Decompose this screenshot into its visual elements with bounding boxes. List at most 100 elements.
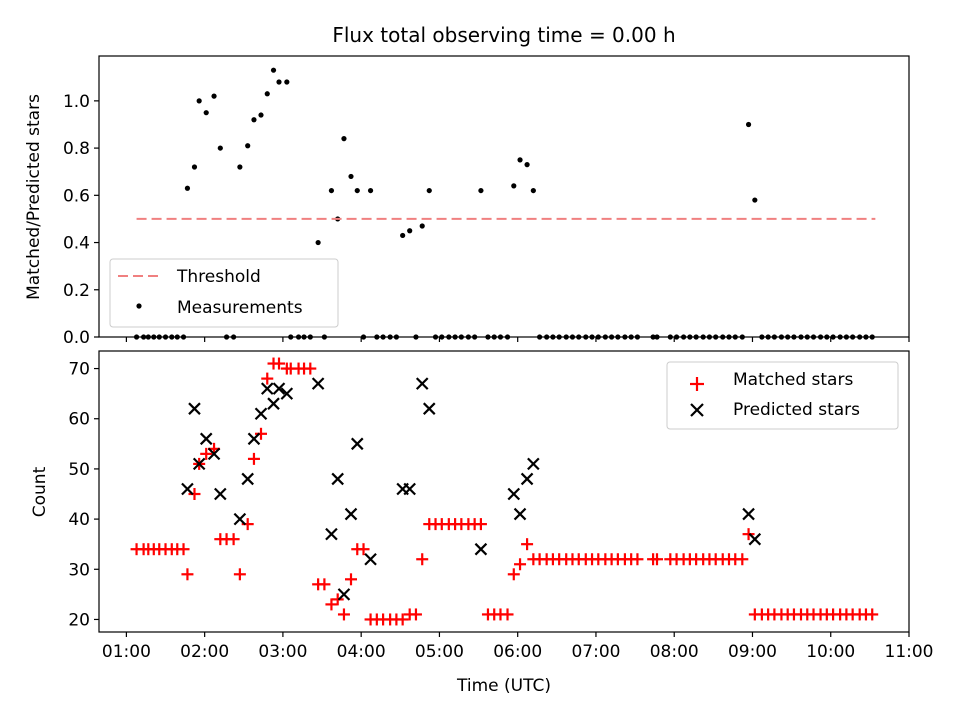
predicted-star-point <box>527 457 540 471</box>
measurement-point <box>348 173 354 180</box>
matched-star-point <box>318 578 331 591</box>
matched-star-point <box>200 447 213 460</box>
legend-predicted-label: Predicted stars <box>733 400 860 420</box>
matched-star-point <box>325 598 338 611</box>
predicted-star-point <box>214 487 227 501</box>
y-tick-label: 0.8 <box>63 139 90 159</box>
bottom-legend: Matched stars Predicted stars <box>666 361 899 430</box>
measurement-point <box>251 117 257 123</box>
matched-star-point <box>227 533 240 546</box>
measurement-point <box>478 187 484 194</box>
predicted-star-point <box>520 472 534 486</box>
predicted-star-point <box>331 472 344 486</box>
bottom-axes-frame <box>98 350 910 633</box>
legend-matched-label: Matched stars <box>733 370 853 390</box>
matched-star-point <box>474 518 487 531</box>
predicted-star-point <box>337 588 351 601</box>
predicted-star-point <box>742 507 755 521</box>
x-tick-label: 07:00 <box>571 642 620 662</box>
y-tick-label: 0.0 <box>63 328 90 348</box>
matched-star-point <box>247 452 260 465</box>
matched-star-point <box>651 553 663 566</box>
x-axis-label: Time (UTC) <box>456 676 551 696</box>
predicted-stars-layer <box>181 377 762 601</box>
bottom-y-axis-label: Count <box>30 466 50 517</box>
y-tick-label: 60 <box>68 410 90 430</box>
predicted-star-point <box>748 532 762 546</box>
y-tick-label: 0.2 <box>63 281 90 301</box>
predicted-star-point <box>325 527 338 541</box>
measurement-point <box>419 223 425 229</box>
matched-star-point <box>188 488 201 501</box>
predicted-star-point <box>267 397 280 410</box>
matched-star-point <box>742 528 755 541</box>
top-legend-box <box>109 258 339 328</box>
measurement-point <box>745 121 752 128</box>
predicted-star-point <box>199 432 213 446</box>
predicted-star-point <box>247 432 261 446</box>
measurement-point <box>524 162 530 168</box>
top-y-ticks: 0.0 0.2 0.4 0.6 0.8 1.0 <box>63 92 99 348</box>
y-tick-label: 0.4 <box>63 234 90 254</box>
measurement-point <box>517 157 523 163</box>
predicted-star-point <box>254 407 268 421</box>
matched-star-point <box>521 538 534 551</box>
predicted-star-point <box>403 482 416 496</box>
x-tick-label: 10:00 <box>806 642 855 662</box>
y-tick-label: 50 <box>68 460 90 480</box>
measurement-point <box>203 110 209 116</box>
measurement-point <box>284 79 290 85</box>
measurement-point <box>211 93 217 99</box>
predicted-star-point <box>207 447 221 461</box>
predicted-star-point <box>272 382 286 395</box>
predicted-star-point <box>474 542 488 556</box>
x-tick-label: 06:00 <box>493 642 542 662</box>
matched-star-point <box>255 427 267 440</box>
legend-measurements-label: Measurements <box>177 298 303 318</box>
measurement-point <box>367 187 374 194</box>
matched-star-point <box>177 543 190 556</box>
bottom-x-ticks: 01:00 02:00 03:00 04:00 05:00 06:00 07:00 08:00… <box>102 632 934 662</box>
measurement-point <box>184 185 191 191</box>
matched-star-point <box>304 362 317 375</box>
bottom-y-ticks: 20 30 40 50 60 70 <box>68 360 99 630</box>
measurement-point <box>530 187 536 194</box>
predicted-star-point <box>350 437 364 451</box>
bottom-panel: 20 30 40 50 60 70 01:00 02:00 03:00 04:00 05:00 06… <box>30 350 934 696</box>
x-tick-label: 05:00 <box>415 642 464 662</box>
matched-star-point <box>866 608 879 621</box>
measurement-point <box>191 164 198 170</box>
predicted-star-point <box>344 507 358 521</box>
top-y-axis-label: Matched/Predicted stars <box>24 94 44 300</box>
legend-predicted-swatch <box>690 403 704 417</box>
measurement-point <box>217 145 223 151</box>
x-tick-label: 02:00 <box>180 642 229 662</box>
top-axes-frame <box>98 55 910 338</box>
matched-star-point <box>233 568 246 581</box>
legend-matched-swatch <box>690 377 704 391</box>
predicted-star-point <box>181 482 194 496</box>
measurement-point <box>276 79 282 85</box>
x-tick-label: 08:00 <box>650 642 699 662</box>
measurement-point <box>315 239 321 246</box>
measurement-point <box>237 164 243 170</box>
matched-star-point <box>736 553 749 566</box>
measurement-point <box>270 67 277 73</box>
measurement-point <box>407 228 413 234</box>
matched-star-point <box>396 613 409 626</box>
matched-star-point <box>514 558 527 571</box>
measurement-point <box>196 98 202 104</box>
matched-star-point <box>261 372 274 385</box>
matched-star-point <box>507 568 520 581</box>
matched-star-point <box>357 543 370 556</box>
chart-title: Flux total observing time = 0.00 h <box>332 23 675 47</box>
predicted-star-point <box>422 402 436 415</box>
predicted-star-point <box>507 487 521 501</box>
measurement-point <box>328 187 335 194</box>
matched-star-point <box>337 608 350 621</box>
measurement-point <box>354 187 360 194</box>
top-legend: Threshold Measurements <box>109 258 339 328</box>
predicted-star-point <box>260 382 274 395</box>
top-panel: 0.0 0.2 0.4 0.6 0.8 1.0 Matched/Predicted sta… <box>24 55 910 348</box>
